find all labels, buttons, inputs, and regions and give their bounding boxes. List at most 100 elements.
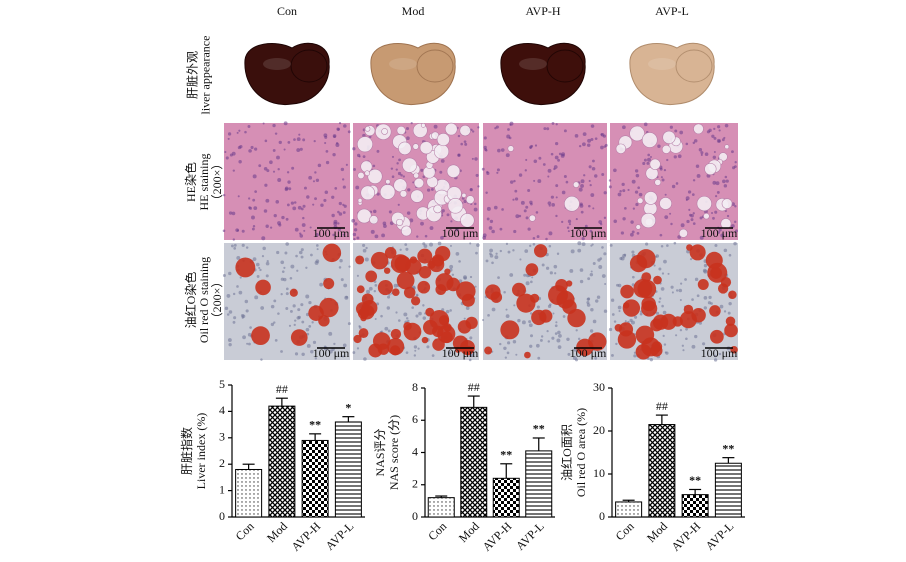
nucleus (415, 314, 419, 318)
nucleus (482, 319, 485, 322)
nucleus (599, 257, 603, 260)
nucleus (699, 235, 704, 240)
nucleus (635, 202, 639, 207)
nucleus (446, 213, 450, 217)
nucleus (264, 139, 268, 143)
vacuole (721, 198, 733, 209)
lipid-droplet (443, 323, 452, 332)
nucleus (547, 168, 552, 173)
nucleus (345, 295, 348, 299)
y-axis-label: Liver index (%) (194, 413, 208, 490)
nucleus (589, 329, 594, 333)
nucleus (631, 230, 635, 234)
nucleus (548, 244, 552, 248)
nucleus (581, 237, 585, 241)
nucleus (266, 260, 269, 263)
nucleus (277, 178, 282, 182)
nucleus (622, 189, 626, 193)
nucleus (305, 294, 310, 299)
nucleus (253, 147, 258, 151)
nucleus (547, 304, 552, 308)
nucleus (570, 249, 575, 254)
nucleus (711, 134, 715, 138)
nucleus (274, 132, 278, 135)
nucleus (700, 151, 704, 155)
nucleus (406, 136, 410, 141)
nucleus (587, 138, 592, 143)
nucleus (662, 310, 667, 315)
nucleus (577, 337, 581, 341)
scale-bar-label: 100 μm (313, 346, 350, 360)
nucleus (503, 291, 506, 294)
error-bar (622, 499, 635, 502)
nucleus (233, 243, 237, 247)
error-bar (309, 433, 322, 441)
nucleus (543, 127, 547, 131)
nucleus (457, 153, 461, 157)
nucleus (546, 330, 549, 333)
nucleus (660, 176, 663, 179)
lipid-droplet (516, 293, 536, 313)
y-tick-label: 3 (219, 430, 225, 444)
nucleus (283, 277, 287, 282)
nucleus (231, 211, 236, 216)
nucleus (528, 323, 533, 328)
nucleus (294, 227, 299, 232)
nucleus (604, 283, 607, 286)
nucleus (468, 358, 472, 362)
nucleus (424, 234, 428, 238)
nucleus (496, 171, 499, 174)
nucleus (305, 266, 308, 269)
nucleus (448, 351, 452, 355)
nucleus (659, 167, 663, 171)
nucleus (617, 305, 622, 310)
nucleus (278, 223, 282, 227)
vacuole (356, 208, 372, 224)
nucleus (299, 234, 304, 238)
nucleus (715, 181, 720, 186)
vacuole (718, 152, 728, 162)
nucleus (555, 214, 558, 218)
nucleus (285, 217, 289, 221)
nucleus (554, 332, 558, 335)
nucleus (241, 243, 245, 247)
nucleus (693, 139, 698, 143)
column-header: Con (277, 4, 297, 18)
vacuole (720, 218, 732, 230)
row-label: liver appearance (198, 36, 212, 115)
nucleus (351, 218, 356, 223)
he-panel: 100 μm (481, 121, 608, 241)
nucleus (590, 138, 594, 141)
lipid-droplet (556, 290, 575, 309)
nucleus (460, 142, 463, 146)
vacuole (507, 145, 515, 152)
nucleus (734, 205, 737, 208)
lipid-droplet (641, 300, 658, 317)
y-tick-label: 0 (219, 509, 225, 523)
nucleus (345, 163, 348, 166)
bar (235, 468, 263, 518)
nucleus (305, 327, 310, 332)
lipid-droplet (653, 275, 662, 285)
nucleus (470, 128, 473, 132)
nucleus (314, 197, 317, 201)
liver-lobe (290, 49, 328, 83)
significance-mark: ** (689, 473, 701, 487)
scale-bar-label: 100 μm (313, 226, 350, 240)
lipid-droplet (633, 279, 653, 298)
nucleus (418, 311, 422, 316)
nucleus (580, 179, 585, 184)
nucleus (372, 164, 376, 168)
he-panel: 100 μm (608, 122, 738, 240)
nucleus (536, 305, 540, 309)
x-tick-label: Mod (644, 519, 670, 545)
lipid-droplet (710, 267, 723, 279)
lipid-droplet (384, 247, 397, 259)
y-tick-label: 2 (412, 477, 418, 491)
nucleus (237, 195, 240, 198)
nucleus (541, 263, 545, 267)
nucleus (601, 173, 605, 176)
nucleus (477, 126, 480, 129)
nucleus (512, 340, 517, 344)
nucleus (718, 352, 722, 356)
